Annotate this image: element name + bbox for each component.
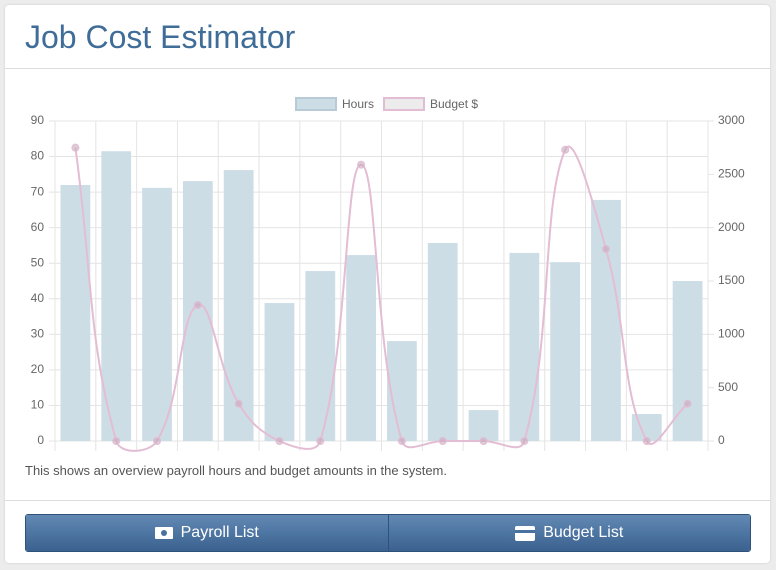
bar xyxy=(264,303,295,441)
line xyxy=(74,145,689,452)
bar xyxy=(550,262,581,441)
chart: 0 10 20 30 40 50 60 70 80 90 0 500 1000 1500 2000 2500 3… xyxy=(31,97,745,452)
line-point xyxy=(275,437,284,445)
bar xyxy=(60,185,91,441)
y-tick-label: 70 xyxy=(31,184,45,198)
card-footer xyxy=(5,500,770,564)
y-tick-label: 0 xyxy=(37,433,44,447)
line-point xyxy=(438,437,447,445)
line-point xyxy=(112,437,121,445)
y-tick-label: 90 xyxy=(31,113,45,127)
y2-tick-label: 1500 xyxy=(718,273,745,287)
bar xyxy=(182,181,213,441)
bar xyxy=(305,271,336,441)
y-tick-label: 20 xyxy=(31,362,45,376)
bar xyxy=(427,242,458,441)
bar xyxy=(468,410,499,441)
bar xyxy=(509,252,540,441)
y2-tick-label: 500 xyxy=(718,380,738,394)
bar xyxy=(591,199,621,441)
y2-tick-label: 3000 xyxy=(718,113,745,127)
y-tick-label: 50 xyxy=(31,255,45,269)
bar xyxy=(223,170,254,442)
description: This shows an overview payroll hours and… xyxy=(25,463,447,478)
y-tick-label: 40 xyxy=(31,291,45,305)
button-label: Budget List xyxy=(543,524,624,541)
line-point xyxy=(71,143,80,152)
y2-tick-label: 2000 xyxy=(718,220,745,234)
line-point xyxy=(153,437,162,445)
card-header: Job Cost Estimator xyxy=(5,5,770,69)
legend-swatch xyxy=(295,97,337,111)
line-point xyxy=(234,399,243,408)
y2-tick-label: 1000 xyxy=(718,327,745,341)
line-point xyxy=(561,145,570,154)
page-title: Job Cost Estimator xyxy=(25,19,296,55)
bar xyxy=(142,187,172,441)
y-tick-label: 60 xyxy=(31,220,45,234)
card-icon xyxy=(515,525,536,541)
line-point xyxy=(642,437,651,445)
budget-button[interactable]: Budget List xyxy=(387,515,750,551)
line-point xyxy=(683,399,692,408)
payroll-button[interactable]: Payroll List xyxy=(26,515,388,551)
line-point xyxy=(479,437,488,445)
button-group: Payroll List Budget List xyxy=(25,514,751,552)
line-point xyxy=(520,437,529,445)
line-point xyxy=(316,437,325,445)
line-point xyxy=(357,160,366,169)
y-tick-label: 30 xyxy=(31,327,45,341)
money-icon xyxy=(154,527,173,539)
line-point xyxy=(397,437,406,445)
y-tick-label: 10 xyxy=(31,398,45,412)
line-point xyxy=(193,301,202,309)
bar xyxy=(346,255,376,441)
y-tick-label: 80 xyxy=(31,149,45,163)
bar xyxy=(101,151,132,441)
y2-tick-label: 2500 xyxy=(718,167,745,181)
y2-tick-label: 0 xyxy=(718,433,725,447)
bar xyxy=(387,341,417,441)
button-label: Payroll List xyxy=(180,524,259,541)
line-point xyxy=(601,245,610,253)
legend-swatch xyxy=(383,97,425,111)
legend-label: Budget $ xyxy=(430,97,478,111)
legend-label: Hours xyxy=(342,97,374,111)
